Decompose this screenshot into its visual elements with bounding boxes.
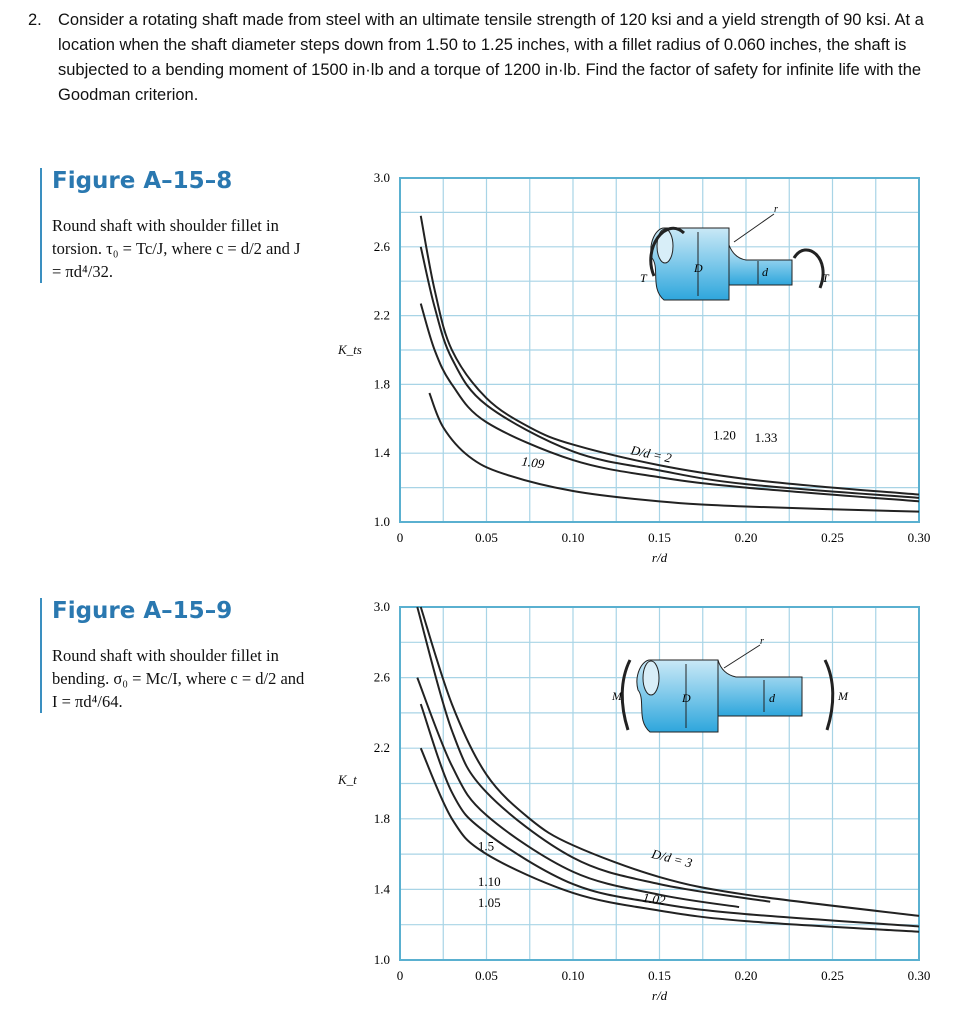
y-axis-label-torsion: K_ts xyxy=(338,342,362,357)
curve-label: 1.02 xyxy=(642,890,667,908)
big-diameter-label: D xyxy=(681,691,691,705)
figure-title: Figure A–15–9 xyxy=(52,598,233,624)
x-tick-label: 0 xyxy=(397,530,404,545)
y-tick-label: 1.8 xyxy=(374,811,390,826)
bending-shaft-diagram: M M D d r xyxy=(611,636,849,733)
curve-label: 1.10 xyxy=(478,874,501,889)
big-diameter-label: D xyxy=(693,261,703,275)
y-tick-label: 2.2 xyxy=(374,740,390,755)
x-tick-label: 0.10 xyxy=(562,530,585,545)
curve-1.33 xyxy=(419,246,920,499)
x-tick-label: 0.05 xyxy=(475,968,498,983)
figure-description: Round shaft with shoulder fillet in bend… xyxy=(52,646,305,711)
moment-label-left: M xyxy=(611,689,623,703)
x-axis-label: r/d xyxy=(652,550,668,565)
fillet-radius-label: r xyxy=(774,204,778,215)
curve-Dd3 xyxy=(419,606,920,917)
moment-label-right: M xyxy=(837,689,849,703)
curve-1.09 xyxy=(428,392,920,513)
x-tick-label: 0.15 xyxy=(648,530,671,545)
problem-text: Consider a rotating shaft made from stee… xyxy=(58,11,924,104)
figure-caption-bending: Figure A–15–9 Round shaft with shoulder … xyxy=(40,598,312,713)
x-tick-label: 0.25 xyxy=(821,968,844,983)
x-tick-label: 0.10 xyxy=(562,968,585,983)
y-tick-label: 2.6 xyxy=(374,670,391,685)
curve-label: 1.09 xyxy=(521,453,546,471)
problem-statement: 2. Consider a rotating shaft made from s… xyxy=(28,8,948,108)
problem-number: 2. xyxy=(28,11,42,29)
small-diameter-label: d xyxy=(762,265,769,279)
small-diameter-label: d xyxy=(769,691,776,705)
fillet-radius-label: r xyxy=(760,636,764,647)
figure-title: Figure A–15–8 xyxy=(52,168,233,194)
torque-label-right: T xyxy=(822,271,830,285)
x-tick-label: 0.30 xyxy=(908,530,931,545)
curve-label: 1.20 xyxy=(713,427,736,442)
plot-frame xyxy=(399,606,920,961)
x-tick-label: 0.15 xyxy=(648,968,671,983)
y-axis-label-bending: K_t xyxy=(338,772,357,787)
curve-label: 1.05 xyxy=(478,895,501,910)
y-tick-label: 1.0 xyxy=(374,952,390,967)
x-tick-label: 0.20 xyxy=(735,968,758,983)
x-tick-label: 0.25 xyxy=(821,530,844,545)
x-axis-label: r/d xyxy=(652,988,668,1003)
curve-1.02 xyxy=(419,747,920,933)
y-tick-label: 3.0 xyxy=(374,599,390,614)
y-tick-label: 2.2 xyxy=(374,308,390,323)
y-tick-label: 1.4 xyxy=(374,445,391,460)
curve-label: 1.5 xyxy=(478,839,494,854)
y-tick-label: 2.6 xyxy=(374,239,391,254)
x-tick-label: 0.20 xyxy=(735,530,758,545)
torsion-shaft-diagram: T T D d r xyxy=(640,204,830,301)
torque-label-left: T xyxy=(640,271,648,285)
curve-1.10 xyxy=(416,677,740,909)
x-tick-label: 0 xyxy=(397,968,404,983)
y-tick-label: 1.4 xyxy=(374,881,391,896)
y-tick-label: 3.0 xyxy=(374,170,390,185)
x-tick-label: 0.30 xyxy=(908,968,931,983)
curve-1.5 xyxy=(416,606,771,903)
figure-caption-torsion: Figure A–15–8 Round shaft with shoulder … xyxy=(40,168,312,283)
curve-1.20 xyxy=(419,303,920,503)
x-tick-label: 0.05 xyxy=(475,530,498,545)
plot-frame xyxy=(399,177,920,523)
y-tick-label: 1.0 xyxy=(374,514,390,529)
y-tick-label: 1.8 xyxy=(374,376,390,391)
curve-Dd2 xyxy=(419,215,920,496)
curve-label: 1.33 xyxy=(755,430,778,445)
figure-description: Round shaft with shoulder fillet in tors… xyxy=(52,216,301,281)
curve-1.05 xyxy=(419,703,920,928)
